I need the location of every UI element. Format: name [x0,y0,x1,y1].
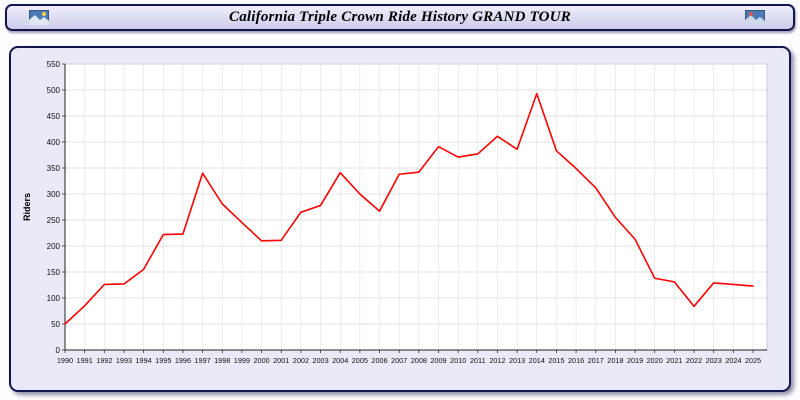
svg-text:2018: 2018 [607,356,623,365]
svg-text:2017: 2017 [588,356,604,365]
svg-text:0: 0 [56,346,61,355]
svg-text:1997: 1997 [194,356,210,365]
chart-svg: 1990 1991 1992 1993 1994 1995 1996 1997 1998 1999… [22,60,768,365]
svg-text:2002: 2002 [293,356,309,365]
page-title: California Triple Crown Ride History GRA… [229,9,571,25]
svg-text:1995: 1995 [155,356,171,365]
svg-text:1999: 1999 [234,356,250,365]
svg-text:2012: 2012 [489,356,505,365]
svg-text:2023: 2023 [706,356,722,365]
svg-text:2022: 2022 [686,356,702,365]
svg-text:2016: 2016 [568,356,584,365]
photo-thumbnail-icon [744,9,766,26]
svg-text:2011: 2011 [470,356,486,365]
svg-text:2025: 2025 [745,356,761,365]
svg-text:2005: 2005 [352,356,368,365]
header-bar: California Triple Crown Ride History GRA… [5,4,795,31]
chart-panel: 1990 1991 1992 1993 1994 1995 1996 1997 1998 1999… [9,46,791,392]
svg-text:450: 450 [47,112,61,121]
svg-text:2006: 2006 [371,356,387,365]
svg-text:2003: 2003 [312,356,328,365]
svg-text:Riders: Riders [22,193,32,221]
svg-text:300: 300 [47,190,61,199]
svg-text:400: 400 [47,138,61,147]
svg-text:2004: 2004 [332,356,348,365]
svg-text:350: 350 [47,164,61,173]
svg-text:2021: 2021 [666,356,682,365]
svg-text:500: 500 [47,86,61,95]
svg-text:2024: 2024 [725,356,741,365]
svg-text:100: 100 [47,294,61,303]
svg-text:1994: 1994 [136,356,152,365]
svg-text:150: 150 [47,268,61,277]
svg-text:2010: 2010 [450,356,466,365]
svg-text:2019: 2019 [627,356,643,365]
svg-text:2007: 2007 [391,356,407,365]
svg-text:1990: 1990 [57,356,73,365]
svg-text:2009: 2009 [430,356,446,365]
svg-text:550: 550 [47,60,61,69]
svg-text:1998: 1998 [214,356,230,365]
photo-thumbnail-icon [28,9,50,26]
svg-text:1993: 1993 [116,356,132,365]
svg-text:1996: 1996 [175,356,191,365]
svg-text:1991: 1991 [77,356,93,365]
svg-text:50: 50 [51,320,60,329]
svg-text:2020: 2020 [647,356,663,365]
svg-text:2000: 2000 [253,356,269,365]
svg-text:2001: 2001 [273,356,289,365]
svg-text:2008: 2008 [411,356,427,365]
svg-text:2014: 2014 [529,356,545,365]
svg-text:250: 250 [47,216,61,225]
svg-text:1992: 1992 [96,356,112,365]
svg-text:2015: 2015 [548,356,564,365]
svg-text:200: 200 [47,242,61,251]
svg-text:2013: 2013 [509,356,525,365]
